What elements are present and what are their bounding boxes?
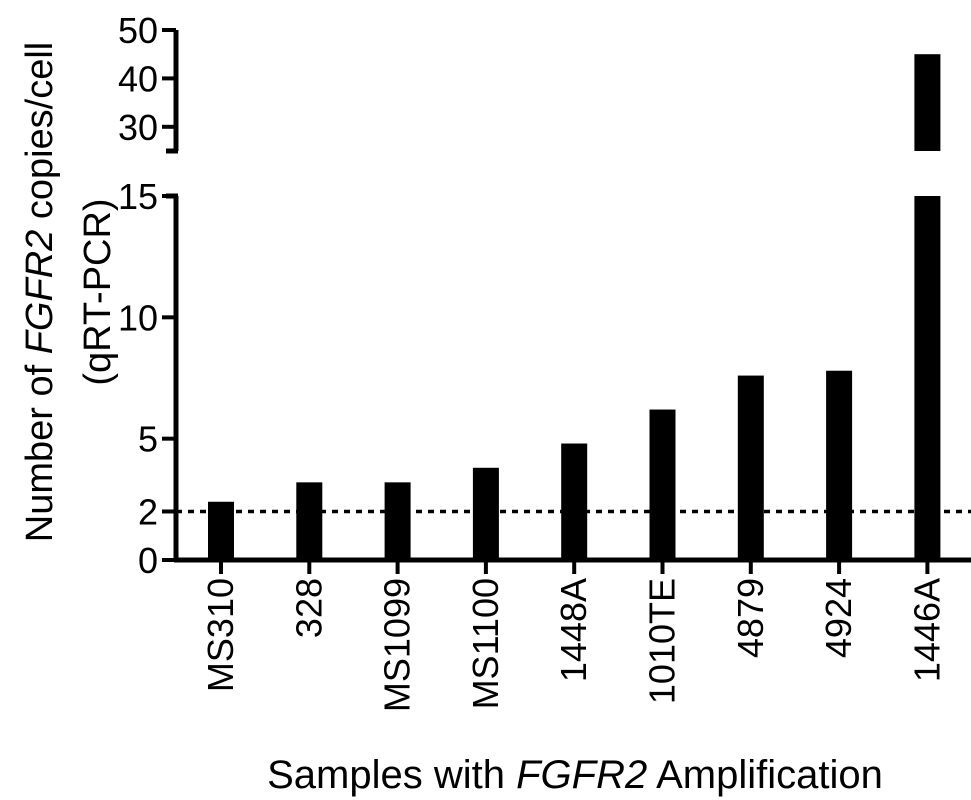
y-axis-label-part3: copies/cell <box>19 42 61 230</box>
y-tick-label-lower-10: 10 <box>118 297 158 338</box>
bar-MS1099 <box>384 482 411 560</box>
bar-MS310 <box>208 501 234 560</box>
x-axis-label-gene: FGFR2 <box>516 753 647 797</box>
y-tick-label-upper-50: 50 <box>118 10 158 51</box>
category-label-MS310: MS310 <box>200 578 241 692</box>
y-axis-title: Number of FGFR2 copies/cell (qRT-PCR) <box>19 42 119 543</box>
bar-4924 <box>826 370 853 560</box>
y-tick-label-lower-15: 15 <box>118 176 158 217</box>
y-axis-label-part1: Number of <box>19 354 61 542</box>
category-label-MS1100: MS1100 <box>465 578 506 709</box>
y-tick-label-lower-0: 0 <box>138 540 158 581</box>
bar-1448A <box>561 443 588 560</box>
category-label-1448A: 1448A <box>553 578 594 682</box>
category-labels: MS310 328 MS1099 MS1100 1448A 1010TE 4879 4924 1… <box>200 578 947 712</box>
category-label-328: 328 <box>288 578 329 638</box>
y-axis-label-line1: Number of FGFR2 copies/cell <box>19 42 61 543</box>
y-tick-label-upper-40: 40 <box>118 58 158 99</box>
bar-1010TE <box>649 409 676 560</box>
y-tick-label-upper-30: 30 <box>118 107 158 148</box>
category-label-1446A: 1446A <box>906 578 947 682</box>
category-label-4879: 4879 <box>730 578 771 658</box>
bar-1446A-lower-part <box>914 196 941 560</box>
y-axis-label-gene: FGFR2 <box>19 230 61 355</box>
bar-328 <box>296 482 323 560</box>
bars <box>208 54 941 560</box>
bar-4879 <box>737 375 764 560</box>
tick-labels: 0 2 5 10 15 30 40 50 <box>118 10 158 581</box>
y-tick-label-lower-2: 2 <box>138 491 158 532</box>
x-axis-label-part3: Amplification <box>647 753 883 797</box>
x-axis-label-part1: Samples with <box>267 753 516 797</box>
category-label-4924: 4924 <box>818 578 859 658</box>
category-label-1010TE: 1010TE <box>642 578 683 704</box>
x-axis-title: Samples with FGFR2 Amplification <box>267 753 883 797</box>
category-label-MS1099: MS1099 <box>377 578 418 712</box>
bar-MS1100 <box>472 467 499 560</box>
y-tick-label-lower-5: 5 <box>138 419 158 460</box>
bar-1446A-upper-part <box>914 54 941 152</box>
y-axis-label-line2: (qRT-PCR) <box>77 198 119 385</box>
